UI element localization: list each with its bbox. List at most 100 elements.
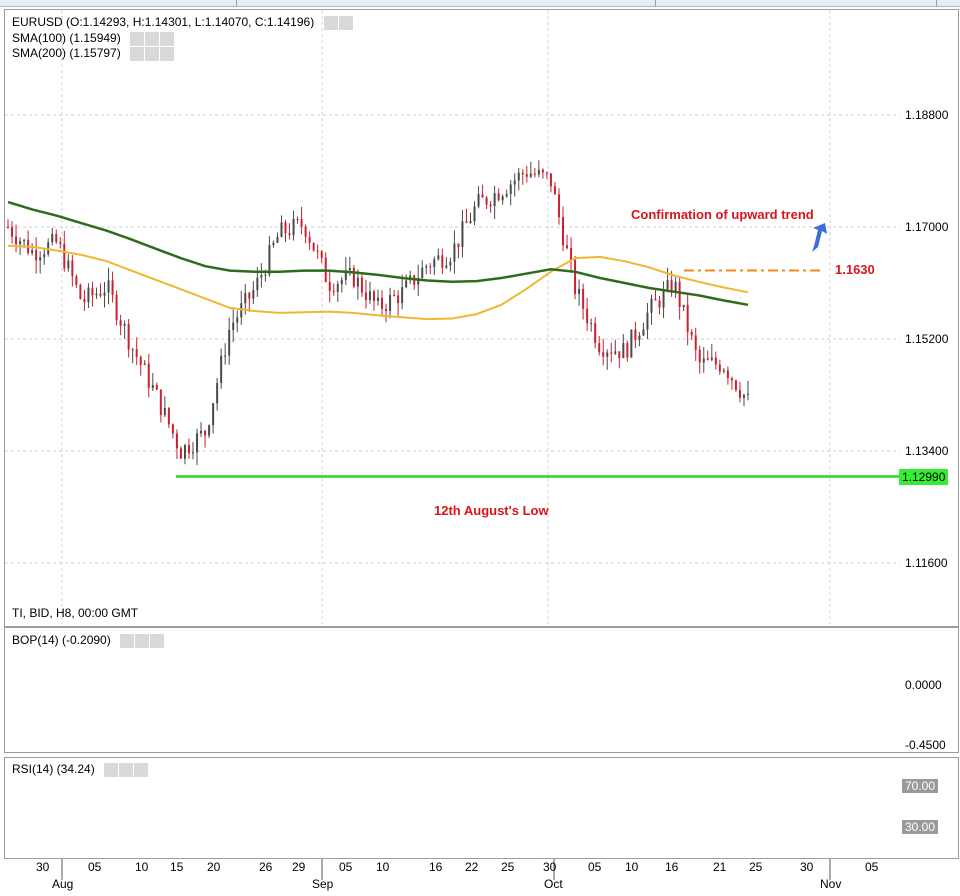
candle-body [35, 250, 38, 261]
candle-body [513, 180, 516, 185]
bop-tick: -0.4500 [905, 738, 946, 752]
candle-body [441, 255, 444, 268]
candle-body [517, 172, 520, 181]
settings-icon[interactable] [323, 16, 338, 31]
candle-body [204, 430, 207, 436]
x-day-label: 10 [625, 860, 639, 874]
candle-body [260, 275, 263, 278]
candle-body [718, 364, 721, 372]
candle-body [453, 243, 456, 262]
settings-icon[interactable] [104, 763, 119, 778]
candle-body [280, 222, 283, 237]
candle-body [328, 281, 331, 291]
candle-body [212, 403, 215, 426]
candle-body [429, 266, 432, 268]
close-icon[interactable] [160, 32, 175, 47]
settings-icon[interactable] [130, 32, 145, 47]
candle-body [276, 236, 279, 243]
candle-body [240, 303, 243, 318]
visibility-icon[interactable] [119, 763, 134, 778]
candle-body [131, 349, 134, 351]
candle-body [489, 204, 492, 207]
candle-body [360, 277, 363, 293]
x-day-label: 10 [376, 860, 390, 874]
candle-body [726, 370, 729, 379]
rsi-pane[interactable] [4, 757, 902, 859]
bop-scale[interactable] [901, 627, 959, 753]
candle-body [264, 274, 267, 276]
sma200-text: SMA(200) (1.15797) [12, 46, 121, 60]
candle-body [171, 424, 174, 434]
candle-body [521, 172, 524, 175]
x-day-label: 15 [170, 860, 184, 874]
candle-body [71, 260, 74, 277]
candle-body [417, 278, 420, 285]
candle-body [304, 226, 307, 237]
candle-body [364, 292, 367, 301]
candle-body [143, 363, 146, 365]
candle-body [381, 297, 384, 309]
candle-body [296, 218, 299, 220]
header-icon-group [323, 15, 354, 31]
candle-body [553, 186, 556, 195]
candle-body [686, 304, 689, 332]
price-tick: 1.18800 [905, 108, 949, 122]
close-icon[interactable] [134, 763, 149, 778]
sma200-header: SMA(200) (1.15797) [12, 46, 175, 62]
candle-body [228, 330, 231, 356]
candle-body [139, 356, 142, 365]
candle-body [99, 293, 102, 296]
candle-body [497, 193, 500, 201]
candle-body [549, 173, 552, 187]
x-day-label: 21 [713, 860, 727, 874]
candle-body [682, 304, 685, 307]
settings-icon[interactable] [130, 47, 145, 62]
candle-body [662, 289, 665, 308]
close-icon[interactable] [160, 47, 175, 62]
candle-body [674, 281, 677, 293]
tab-separator [236, 0, 237, 6]
settings-icon[interactable] [120, 634, 135, 649]
candle-body [614, 351, 617, 354]
visibility-icon[interactable] [145, 47, 160, 62]
x-day-label: 30 [800, 860, 814, 874]
candle-body [200, 430, 203, 434]
candle-body [501, 196, 504, 201]
close-icon[interactable] [338, 16, 353, 31]
candle-body [159, 389, 162, 416]
price-scale[interactable] [901, 9, 959, 627]
rsi-scale[interactable] [901, 757, 959, 859]
candle-body [127, 323, 130, 350]
candle-body [79, 284, 82, 299]
candle-body [598, 343, 601, 353]
candle-body [405, 280, 408, 288]
candle-body [316, 250, 319, 252]
candle-body [23, 239, 26, 242]
candle-body [505, 194, 508, 197]
candle-body [147, 363, 150, 388]
candle-body [533, 173, 536, 175]
visibility-icon[interactable] [135, 634, 150, 649]
candle-body [51, 233, 54, 243]
candle-body [352, 267, 355, 287]
candle-body [449, 261, 452, 266]
x-day-label: 20 [207, 860, 221, 874]
header-icon-group [104, 762, 149, 778]
window-top-bar [0, 0, 960, 7]
candle-body [537, 169, 540, 175]
candle-body [63, 243, 66, 269]
candle-body [578, 288, 581, 294]
candle-body [39, 257, 42, 261]
candle-body [654, 298, 657, 301]
candle-body [332, 290, 335, 292]
close-icon[interactable] [150, 634, 165, 649]
visibility-icon[interactable] [145, 32, 160, 47]
candle-body [666, 280, 669, 290]
candle-body [658, 300, 661, 308]
candle-body [187, 445, 190, 454]
candle-body [421, 267, 424, 279]
candle-body [224, 355, 227, 357]
candle-body [594, 323, 597, 344]
x-month-label: Sep [312, 877, 334, 891]
candle-body [372, 291, 375, 301]
